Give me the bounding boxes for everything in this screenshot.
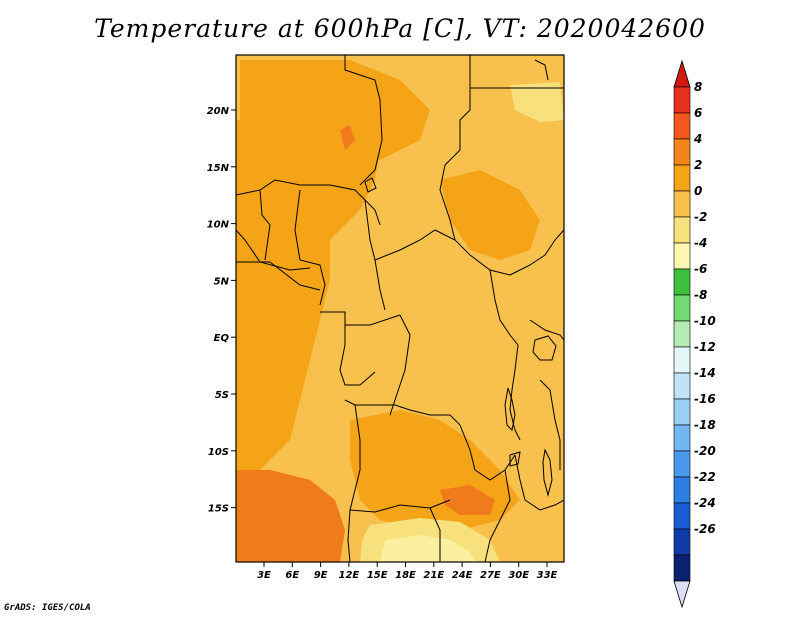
hot-region-patch [440, 485, 495, 515]
colorbar-label: 6 [694, 106, 702, 120]
colorbar-label: 0 [694, 184, 702, 198]
colorbar-label: -24 [694, 496, 716, 510]
footer-credit: GrADS: IGES/COLA [4, 603, 91, 613]
lat-tick-label: 10S [208, 447, 229, 458]
lat-tick-label: 15N [207, 163, 230, 174]
lon-tick-label: 12E [339, 570, 360, 581]
lake-kariba [509, 451, 521, 467]
lat-tick-label: 10N [207, 220, 230, 231]
colorbar-segment [673, 372, 691, 400]
colorbar-label: -20 [694, 444, 716, 458]
colorbar-label: -2 [694, 210, 707, 224]
hot-region-patch [340, 125, 355, 150]
lon-tick-label: 18E [395, 570, 416, 581]
lon-tick-label: 27E [480, 570, 501, 581]
colorbar-label: -22 [694, 470, 716, 484]
latitude-axis: 20N 15N 10N 5N EQ 5S 10S 15S [207, 106, 236, 515]
cool-region-northeast [510, 82, 564, 122]
colorbar-label: -16 [694, 392, 716, 406]
colorbar-label: -4 [694, 236, 707, 250]
warm-region-west [236, 105, 380, 480]
colorbar-segment [673, 86, 691, 114]
lake-victoria [532, 335, 557, 361]
lon-tick-label: 6E [285, 570, 299, 581]
colorbar-segment [673, 476, 691, 504]
colorbar-segment [673, 164, 691, 192]
colorbar-segment [673, 502, 691, 530]
colorbar-segment [673, 216, 691, 244]
colorbar-segment [673, 138, 691, 166]
colorbar-label: 8 [694, 80, 702, 94]
colorbar-segment [673, 242, 691, 270]
lon-tick-label: 21E [423, 570, 444, 581]
colorbar-segment [673, 554, 691, 582]
colorbar-bottom-arrow [673, 580, 691, 609]
lat-tick-label: 15S [208, 504, 229, 515]
colorbar: 8 6 4 2 0 -2 -4 -6 -8 -10 -12 -14 -16 -18 -20 -22 -24 -26 [673, 59, 716, 609]
lake-malawi [542, 448, 553, 497]
map-frame [235, 54, 565, 563]
chart-title: Temperature at 600hPa [C], VT: 202004260… [94, 14, 706, 43]
colorbar-label: -12 [694, 340, 716, 354]
colorbar-label: -18 [694, 418, 716, 432]
lat-tick-label: 5S [215, 390, 229, 401]
colorbar-label: -26 [694, 522, 716, 536]
lake-tanganyika [504, 387, 516, 432]
hot-region-southwest [236, 470, 345, 562]
warm-region-east [440, 170, 540, 260]
lat-tick-label: 5N [214, 276, 230, 287]
lat-tick-label: EQ [214, 333, 230, 344]
colorbar-label: 2 [694, 158, 702, 172]
lon-tick-label: 30E [508, 570, 529, 581]
warm-region-sahel [240, 60, 430, 160]
colorbar-segment [673, 320, 691, 348]
colorbar-segment [673, 190, 691, 218]
lat-tick-label: 20N [207, 106, 230, 117]
lake-chad [364, 177, 377, 193]
lon-tick-label: 9E [314, 570, 328, 581]
colorbar-segment [673, 268, 691, 296]
colorbar-top-arrow [673, 59, 691, 88]
colorbar-segment [673, 112, 691, 140]
lon-tick-label: 33E [537, 570, 558, 581]
lakes [364, 177, 557, 497]
colorbar-segment [673, 398, 691, 426]
colorbar-segment [673, 346, 691, 374]
colorbar-segment [673, 450, 691, 478]
lon-tick-label: 15E [367, 570, 388, 581]
colorbar-label: -10 [694, 314, 716, 328]
colorbar-segment [673, 294, 691, 322]
lon-tick-label: 3E [257, 570, 271, 581]
colorbar-label: -6 [694, 262, 707, 276]
colorbar-segment [673, 528, 691, 556]
colorbar-label: 4 [693, 132, 702, 146]
colorbar-label: -8 [694, 288, 707, 302]
colorbar-label: -14 [694, 366, 716, 380]
longitude-axis: 3E 6E 9E 12E 15E 18E 21E 24E 27E 30E 33E [257, 562, 558, 581]
cool-region-south-core [380, 535, 475, 562]
lon-tick-label: 24E [452, 570, 473, 581]
colorbar-segment [673, 424, 691, 452]
temperature-field [236, 55, 564, 562]
country-borders [236, 55, 564, 562]
